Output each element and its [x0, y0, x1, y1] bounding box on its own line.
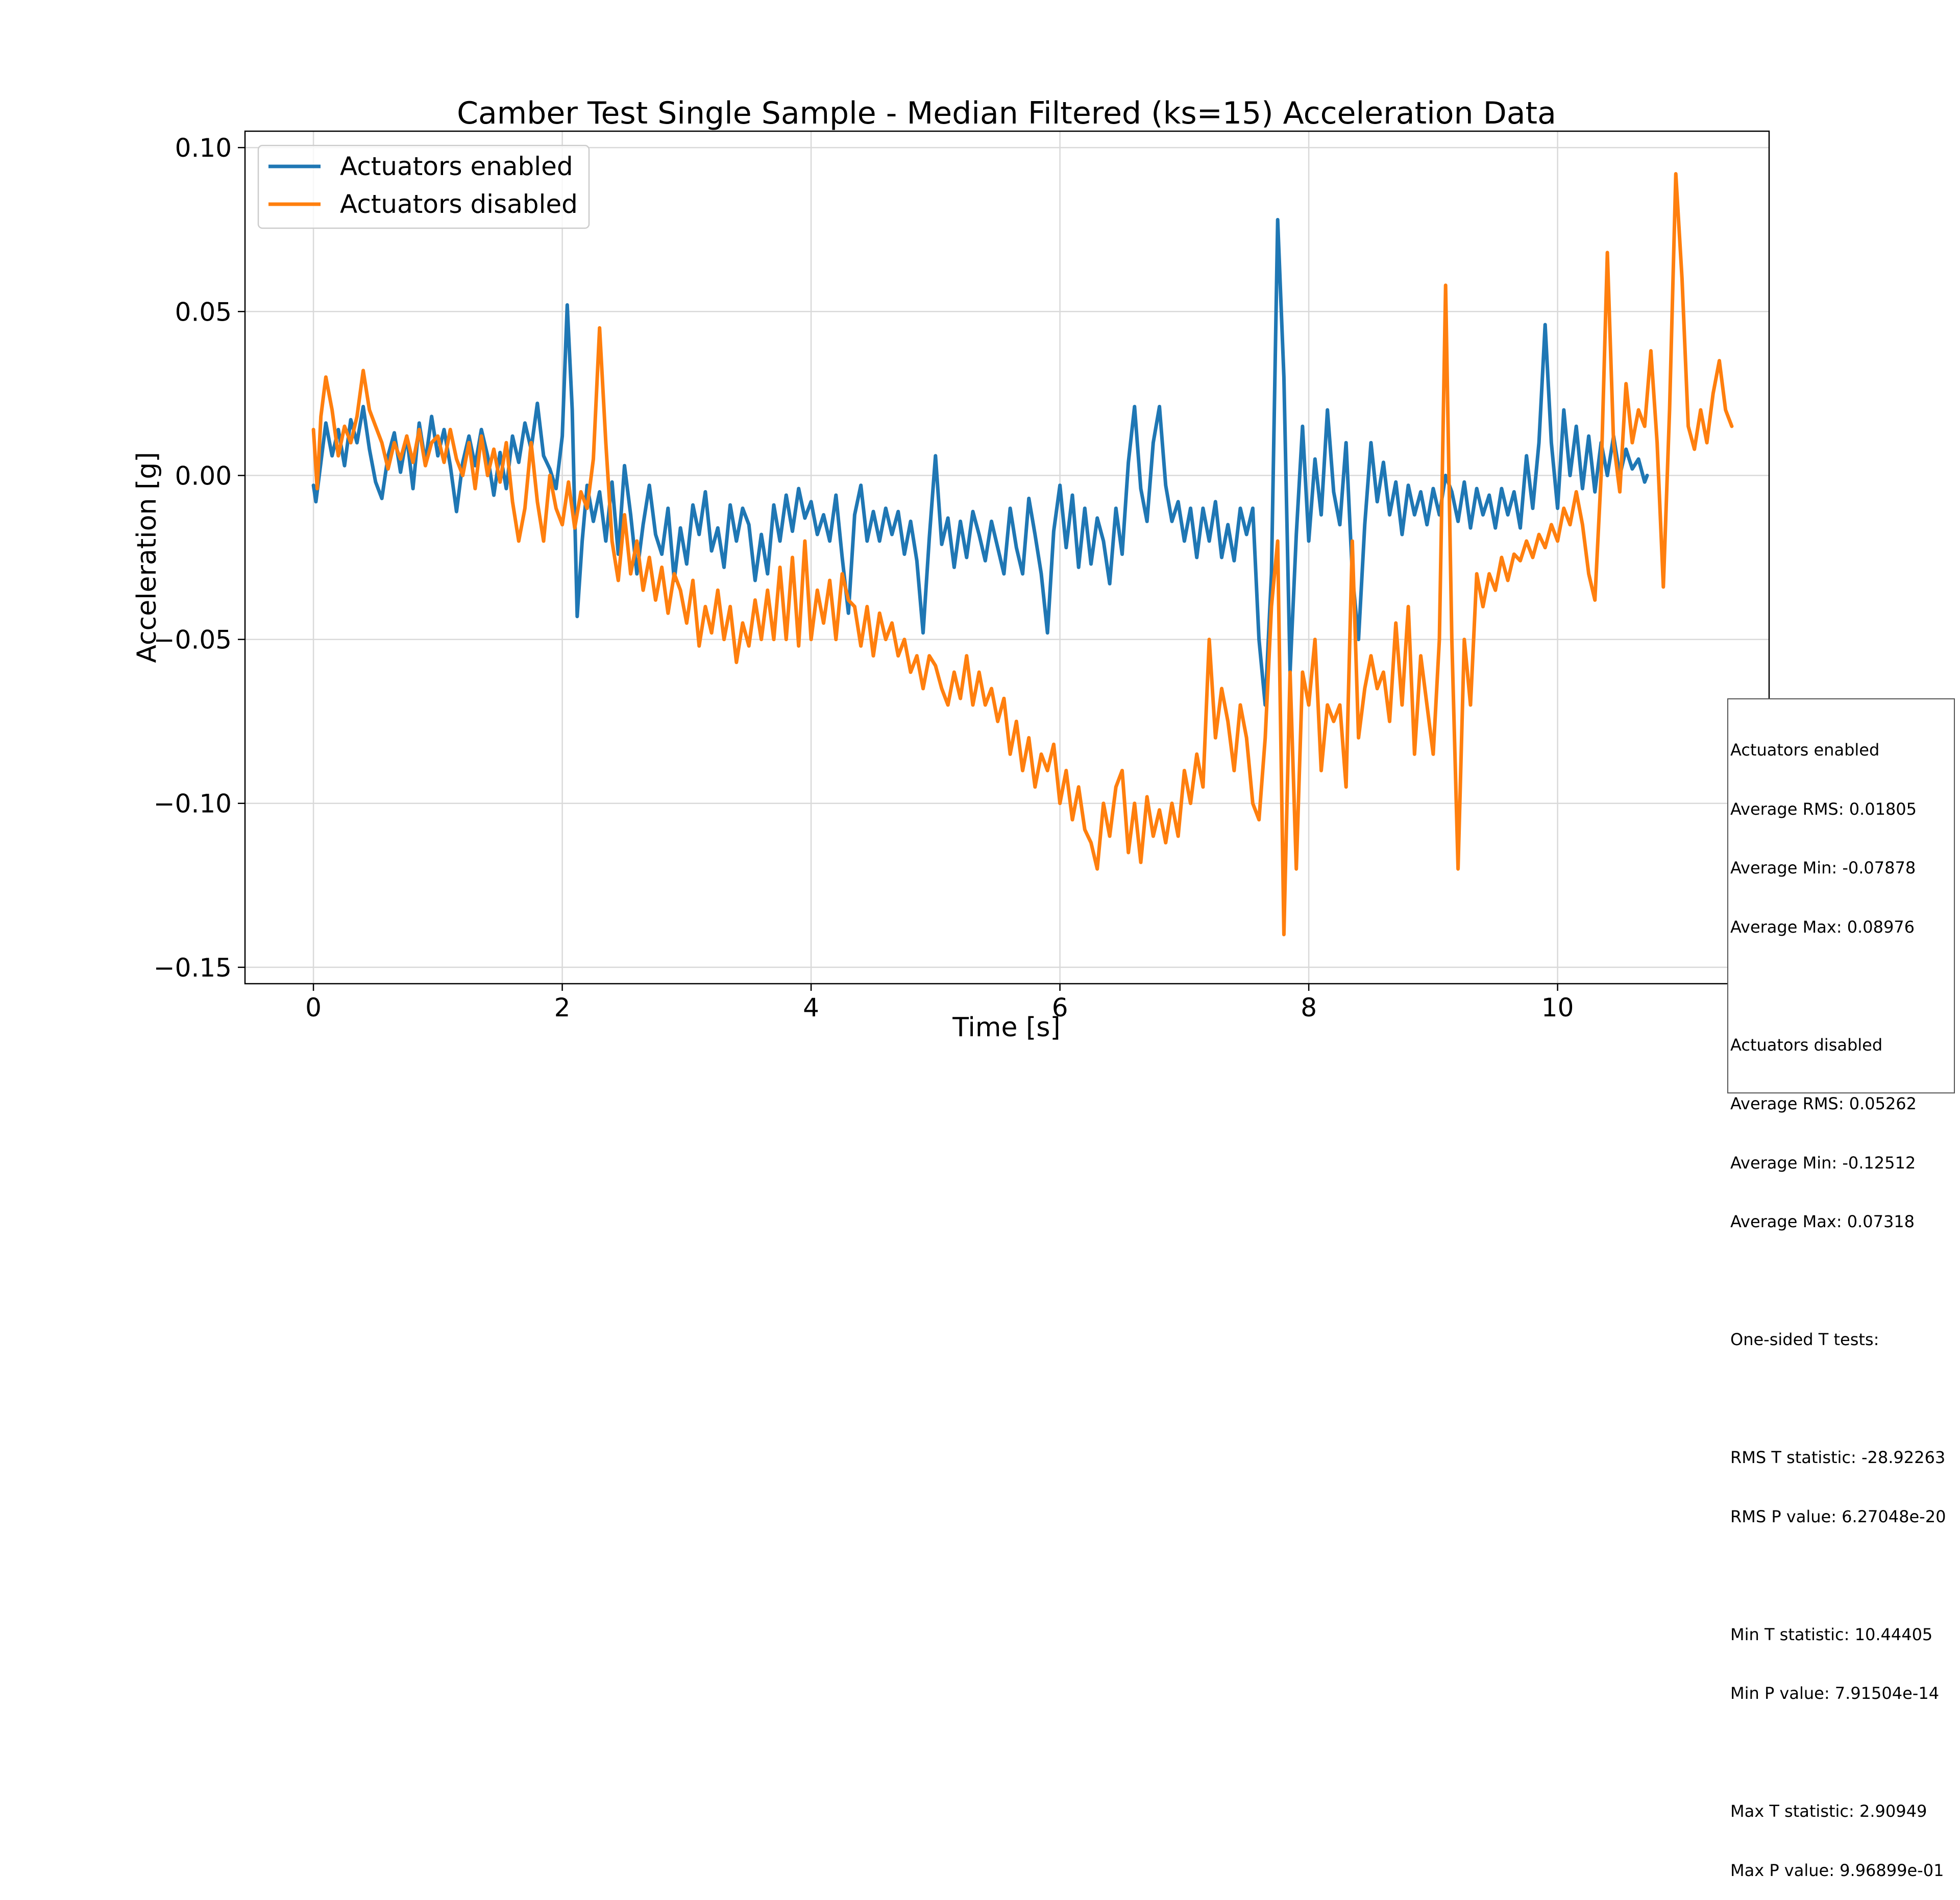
stats-line: Average RMS: 0.05262	[1730, 1094, 1917, 1113]
y-tick-label: 0.10	[175, 133, 232, 163]
x-axis-label: Time [s]	[952, 1012, 1060, 1043]
x-tick-label: 4	[803, 993, 819, 1022]
y-tick-label: −0.10	[154, 789, 232, 819]
stats-line	[1730, 1743, 1952, 1763]
legend-label-enabled: Actuators enabled	[340, 152, 573, 181]
stats-line: Average Min: -0.07878	[1730, 858, 1916, 878]
series-line-disabled	[311, 172, 1734, 937]
y-axis-label: Acceleration [g]	[132, 452, 162, 663]
y-tick-label: −0.05	[154, 625, 232, 655]
x-tick-label: 2	[554, 993, 571, 1022]
x-tick-label: 8	[1301, 993, 1317, 1022]
x-tick-label: 6	[1052, 993, 1068, 1022]
plot-frame	[244, 130, 1770, 985]
stats-line: Actuators enabled	[1730, 740, 1880, 760]
stats-line	[1730, 1389, 1952, 1409]
stats-line: Actuators disabled	[1730, 1035, 1883, 1055]
legend: Actuators enabled Actuators disabled	[257, 144, 590, 229]
stats-line: Max P value: 9.96899e-01	[1730, 1860, 1944, 1880]
x-tick-label: 0	[305, 993, 322, 1022]
stats-line: Min P value: 7.91504e-14	[1730, 1684, 1940, 1703]
stats-line: Average RMS: 0.01805	[1730, 799, 1917, 819]
stats-line: Average Min: -0.12512	[1730, 1153, 1916, 1173]
y-tick-label: 0.05	[175, 297, 232, 327]
chart-title: Camber Test Single Sample - Median Filte…	[457, 95, 1556, 131]
chart: Camber Test Single Sample - Median Filte…	[132, 95, 1770, 1043]
stats-line	[1730, 1271, 1952, 1291]
stats-line: Average Max: 0.07318	[1730, 1212, 1915, 1231]
y-tick-label: 0.00	[175, 461, 232, 491]
series-layer	[311, 172, 1734, 937]
stats-line: Max T statistic: 2.90949	[1730, 1801, 1927, 1821]
x-tick-label: 10	[1541, 993, 1574, 1022]
stats-line: Min T statistic: 10.44405	[1730, 1624, 1933, 1644]
stats-line: RMS T statistic: -28.92263	[1730, 1448, 1946, 1467]
ticks: 0 2 4 6 8 10 0.10 0.05 0.00 −0.05 −0.10 −0.15	[154, 133, 1574, 1022]
stats-line: One-sided T tests:	[1730, 1330, 1879, 1349]
stats-line	[1730, 976, 1952, 996]
stats-line	[1730, 1566, 1952, 1586]
legend-label-disabled: Actuators disabled	[340, 189, 578, 219]
y-tick-label: −0.15	[154, 953, 232, 983]
stats-line: RMS P value: 6.27048e-20	[1730, 1506, 1946, 1526]
stats-panel: Actuators enabled Average RMS: 0.01805 A…	[1727, 698, 1955, 1880]
stats-line: Average Max: 0.08976	[1730, 917, 1915, 937]
legend-frame	[257, 144, 590, 229]
